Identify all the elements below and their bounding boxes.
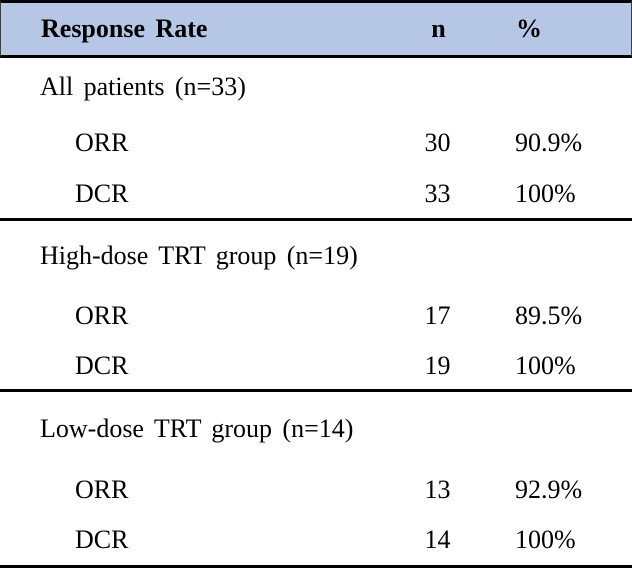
cell-percent: 100% (515, 350, 576, 380)
section-low-dose-trt: Low-dose TRT group (n=14) ORR 13 92.9% D… (0, 392, 632, 568)
section-heading: High-dose TRT group (n=19) (40, 240, 358, 270)
cell-percent: 89.5% (515, 301, 583, 330)
table-row: ORR 30 90.9% (0, 116, 632, 170)
section-heading: All patients (n=33) (40, 72, 246, 101)
table-row: DCR 19 100% (0, 342, 632, 389)
table-row: ORR 13 92.9% (0, 466, 632, 514)
table-header-row: Response Rate n % (0, 0, 632, 58)
column-header-percent: % (516, 14, 542, 43)
row-label: ORR (75, 301, 129, 330)
cell-n: 13 (424, 475, 451, 504)
row-label: ORR (75, 128, 129, 157)
section-heading-row: Low-dose TRT group (n=14) (0, 392, 632, 466)
table-row: ORR 17 89.5% (0, 290, 632, 342)
section-high-dose-trt: High-dose TRT group (n=19) ORR 17 89.5% … (0, 221, 632, 392)
cell-n: 19 (424, 350, 451, 380)
cell-percent: 92.9% (515, 475, 583, 504)
cell-n: 33 (424, 179, 451, 208)
table-row: DCR 33 100% (0, 170, 632, 218)
cell-n: 17 (424, 301, 451, 330)
cell-n: 30 (424, 128, 451, 157)
section-all-patients: All patients (n=33) ORR 30 90.9% DCR 33 … (0, 58, 632, 221)
section-heading: Low-dose TRT group (n=14) (40, 414, 354, 443)
row-label: DCR (75, 524, 129, 554)
section-heading-row: High-dose TRT group (n=19) (0, 221, 632, 290)
cell-percent: 100% (515, 524, 576, 554)
column-header-response-rate: Response Rate (41, 14, 208, 43)
row-label: ORR (75, 475, 129, 504)
row-label: DCR (75, 179, 129, 208)
row-label: DCR (75, 350, 129, 380)
section-heading-row: All patients (n=33) (0, 58, 632, 116)
column-header-n: n (431, 14, 446, 43)
cell-n: 14 (424, 524, 451, 554)
cell-percent: 90.9% (515, 128, 583, 157)
cell-percent: 100% (515, 179, 576, 208)
table-row: DCR 14 100% (0, 514, 632, 565)
